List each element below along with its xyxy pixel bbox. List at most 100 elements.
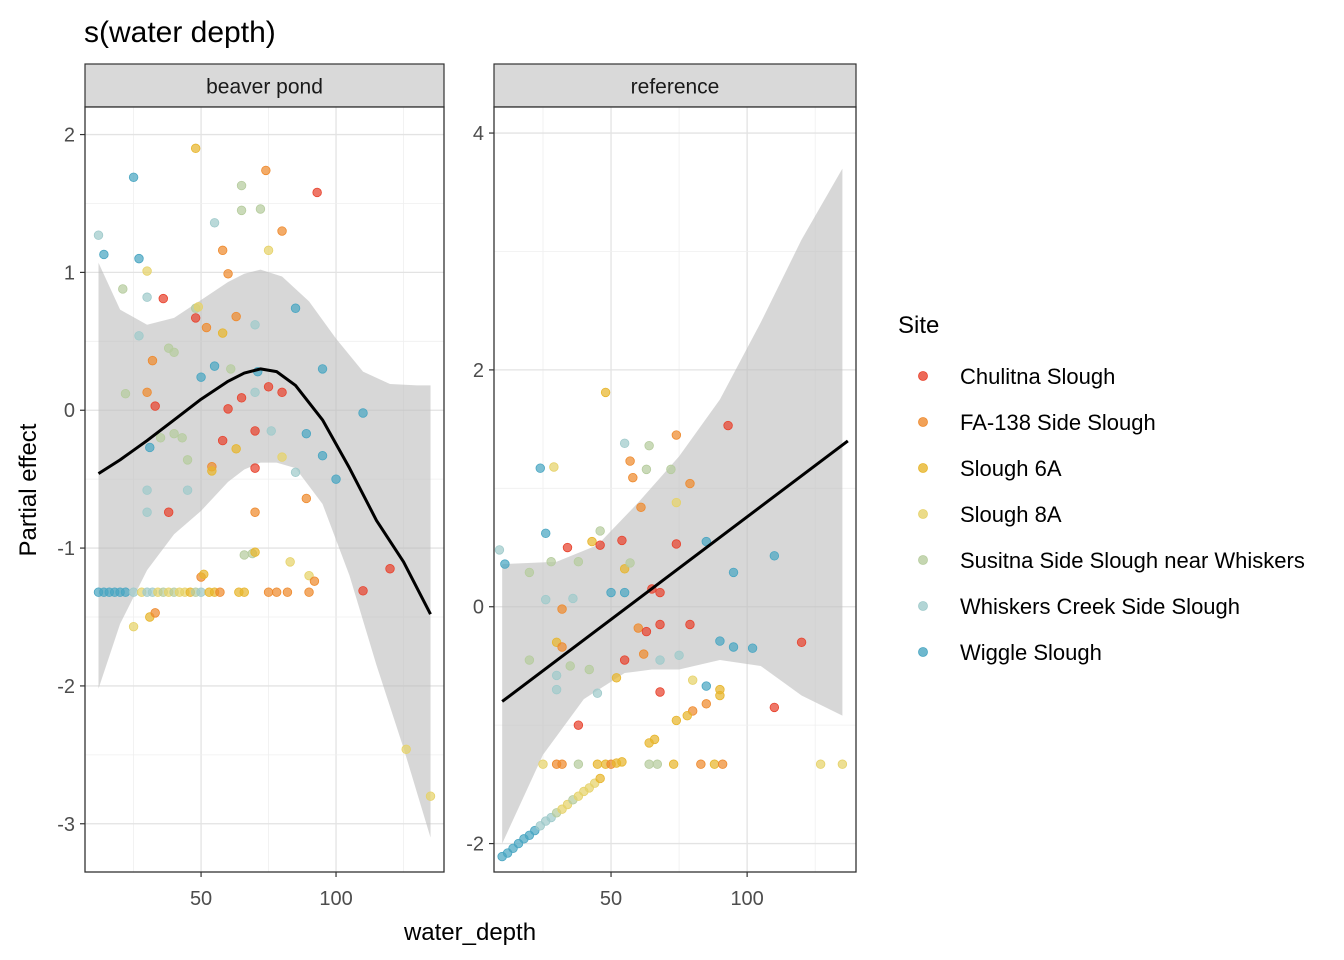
data-point xyxy=(142,292,152,302)
data-point xyxy=(309,576,320,586)
data-point xyxy=(196,587,206,597)
data-point xyxy=(236,205,247,216)
data-point xyxy=(207,466,217,476)
data-point xyxy=(671,715,682,726)
legend-item: Susitna Side Slough near Whiskers xyxy=(918,548,1305,573)
data-point xyxy=(271,587,282,597)
data-point xyxy=(250,320,260,330)
x-tick-label: 100 xyxy=(319,888,352,910)
legend-label: Slough 6A xyxy=(960,456,1062,481)
data-point xyxy=(190,143,201,154)
data-point xyxy=(182,455,193,465)
y-tick-label: 4 xyxy=(473,123,484,145)
y-tick-label: -3 xyxy=(57,814,75,836)
legend-key xyxy=(918,601,928,611)
data-point xyxy=(685,478,695,489)
data-point xyxy=(277,387,287,398)
data-point xyxy=(557,759,567,769)
facet-strip-label: beaver pond xyxy=(206,76,323,99)
data-point xyxy=(541,528,551,539)
data-point xyxy=(223,269,233,279)
data-point xyxy=(142,387,152,398)
data-point xyxy=(304,587,314,597)
data-point xyxy=(524,655,535,665)
data-point xyxy=(573,720,584,730)
data-point xyxy=(142,507,152,517)
data-point xyxy=(236,393,247,403)
data-point xyxy=(250,463,260,473)
data-point xyxy=(150,608,160,618)
data-point xyxy=(638,649,649,659)
data-point xyxy=(401,744,411,755)
data-point xyxy=(358,586,368,596)
data-point xyxy=(255,204,266,214)
data-point xyxy=(524,567,535,578)
data-point xyxy=(633,623,643,633)
data-point xyxy=(385,564,395,574)
legend-key xyxy=(918,509,928,519)
data-point xyxy=(331,474,341,484)
chart-title: s(water depth) xyxy=(84,16,276,49)
data-point xyxy=(215,587,225,597)
data-point xyxy=(134,331,144,341)
data-point xyxy=(142,266,152,276)
data-point xyxy=(723,420,733,431)
data-point xyxy=(169,428,179,439)
data-point xyxy=(562,542,573,553)
panel-2: reference -2 0 2 4 50 100 xyxy=(466,63,857,910)
data-point xyxy=(557,604,567,614)
data-point xyxy=(301,428,312,439)
data-point xyxy=(671,539,682,549)
data-point xyxy=(134,253,144,264)
data-point xyxy=(120,389,131,399)
confidence-band xyxy=(98,262,431,838)
data-point xyxy=(128,621,139,632)
legend-label: Wiggle Slough xyxy=(960,640,1102,665)
data-point xyxy=(611,673,622,683)
data-point xyxy=(584,664,594,675)
data-point xyxy=(606,587,616,598)
data-point xyxy=(628,472,638,483)
legend-label: Susitna Side Slough near Whiskers xyxy=(960,548,1305,573)
legend-key xyxy=(918,555,928,565)
data-point xyxy=(120,587,131,597)
data-point xyxy=(652,759,663,769)
data-point xyxy=(250,387,260,398)
data-point xyxy=(625,456,635,466)
data-point xyxy=(687,675,698,685)
data-point xyxy=(223,404,233,414)
data-point xyxy=(239,550,249,560)
data-point xyxy=(551,670,562,681)
data-point xyxy=(568,593,578,604)
data-point xyxy=(617,757,627,767)
data-point xyxy=(573,759,584,769)
legend: Site Chulitna Slough FA-138 Side Slough Sl… xyxy=(898,312,1305,665)
data-point xyxy=(142,485,152,495)
data-points xyxy=(494,387,848,862)
data-point xyxy=(196,372,206,382)
legend-label: Whiskers Creek Side Slough xyxy=(960,594,1240,619)
data-point xyxy=(169,347,179,358)
data-point xyxy=(93,230,104,240)
data-point xyxy=(145,442,155,453)
data-point xyxy=(600,387,611,398)
data-point xyxy=(263,382,274,392)
legend-key xyxy=(918,417,928,427)
data-point xyxy=(641,626,652,637)
data-point xyxy=(655,587,665,598)
data-point xyxy=(636,502,646,512)
data-point xyxy=(592,688,603,698)
data-point xyxy=(701,699,712,709)
data-point xyxy=(641,464,652,475)
data-point xyxy=(263,245,274,256)
panel-1: beaver pond -3 -2 -1 0 1 2 50 100 xyxy=(57,63,445,910)
legend-label: Slough 8A xyxy=(960,502,1062,527)
legend-title: Site xyxy=(898,312,939,339)
data-point xyxy=(199,569,209,579)
data-point xyxy=(674,650,684,660)
data-point xyxy=(671,430,682,440)
data-point xyxy=(317,364,328,374)
data-point xyxy=(190,313,201,323)
y-tick-label: -2 xyxy=(57,676,75,698)
x-tick-label: 50 xyxy=(600,888,622,910)
